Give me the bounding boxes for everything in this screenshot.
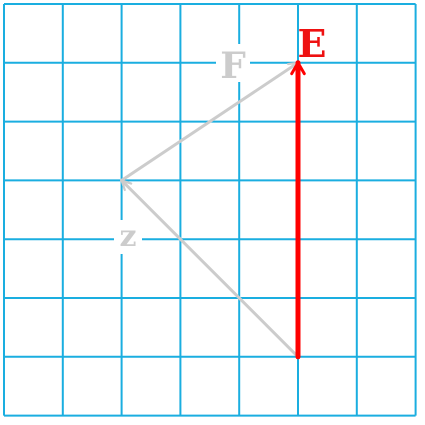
vector-z-line	[120, 178, 300, 359]
vector-z-label: z	[119, 219, 136, 254]
label-background-z	[114, 220, 142, 254]
label-background-f	[216, 44, 250, 82]
vector-f-line	[120, 61, 300, 182]
vector-e-label: E	[298, 21, 327, 66]
vector-f-label: F	[220, 45, 246, 87]
vector-labels: z F E	[114, 21, 326, 254]
vectors	[120, 60, 306, 360]
